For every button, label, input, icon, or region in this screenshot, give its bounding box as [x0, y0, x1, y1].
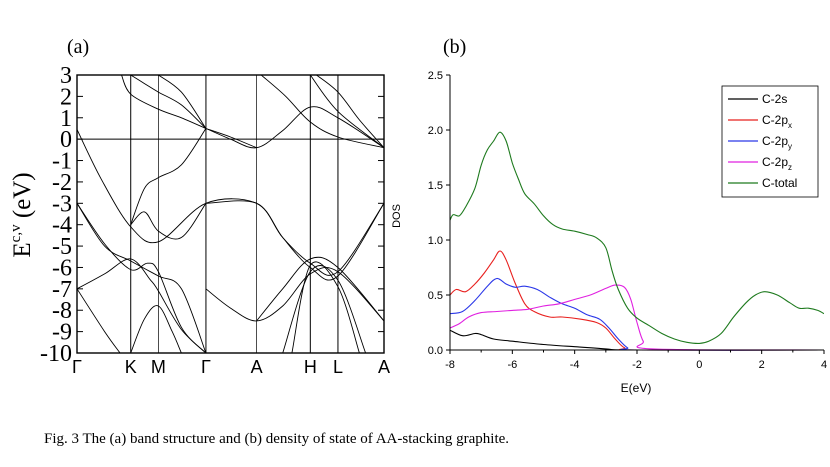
- dos-x-tick-label: 2: [759, 359, 765, 371]
- band-y-axis-label-sup: c,v: [8, 224, 24, 242]
- figure-caption: Fig. 3 The (a) band structure and (b) de…: [44, 431, 510, 447]
- band-y-tick-label: 2: [60, 84, 72, 110]
- band-curve-13: [205, 128, 257, 149]
- band-curve-5: [77, 288, 121, 353]
- legend-label-sub: x: [788, 121, 792, 130]
- dos-y-tick-label: 0.5: [428, 290, 443, 302]
- dos-x-tick-label: -8: [445, 359, 455, 371]
- legend-label-c-total: C-total: [762, 176, 797, 190]
- band-y-tick-label: -4: [52, 213, 72, 239]
- dos-x-tick-label: 0: [696, 359, 702, 371]
- band-curve-7: [130, 128, 207, 225]
- band-curve-19: [309, 75, 384, 149]
- k-point-label: A: [251, 357, 263, 377]
- dos-y-tick-label: 2.0: [428, 125, 443, 137]
- dos-y-tick-label: 1.5: [428, 180, 443, 192]
- dos-curve-c-2pz: [450, 284, 824, 351]
- k-point-label: K: [125, 357, 137, 377]
- band-curve-8: [130, 203, 207, 240]
- legend-label-main: C-2s: [762, 92, 787, 106]
- dos-panel: (b) DOS E(eV) 0.0 0.5 1.0 1.5 2.0 2.5 -8 -6 -4 -2…: [391, 36, 827, 395]
- panel-a-label: (a): [67, 36, 89, 58]
- dos-y-tick-label: 0.0: [428, 345, 443, 357]
- legend-label-main: C-total: [762, 176, 797, 190]
- band-y-tick-label: -1: [52, 149, 72, 175]
- band-y-tick-label: -10: [40, 341, 72, 367]
- band-curve-16: [256, 256, 384, 322]
- k-point-label: Γ: [201, 357, 211, 377]
- band-curve-9: [130, 75, 207, 129]
- legend-label-c-2pz: C-2pz: [762, 155, 792, 172]
- legend-label-sub: y: [788, 142, 792, 151]
- band-curve-11: [158, 75, 207, 129]
- band-plot-frame: [76, 74, 385, 354]
- dos-x-tick-label: 4: [821, 359, 827, 371]
- k-point-label: M: [151, 357, 166, 377]
- dos-curve-c-2px: [450, 250, 824, 351]
- k-point-label: L: [333, 357, 343, 377]
- band-y-tick-label: -3: [52, 191, 72, 217]
- band-y-tick-label: -8: [52, 298, 72, 324]
- band-curve-2: [77, 203, 207, 353]
- legend-label-sub: z: [788, 163, 792, 172]
- band-y-tick-label: -2: [52, 170, 72, 196]
- legend-label-main: C-2p: [762, 113, 788, 127]
- legend-label-c-2s: C-2s: [762, 92, 787, 106]
- band-y-axis-label-suffix: (eV): [9, 172, 36, 224]
- legend-label-c-2px: C-2px: [762, 113, 792, 130]
- band-curve-12: [205, 106, 384, 149]
- band-y-tick-label: -6: [52, 255, 72, 281]
- k-point-label: Γ: [72, 357, 82, 377]
- legend-label-main: C-2p: [762, 134, 788, 148]
- band-y-tick-label: 1: [60, 106, 72, 132]
- dos-axes: 0.0 0.5 1.0 1.5 2.0 2.5 -8 -6 -4 -2 0 2 4: [428, 70, 827, 371]
- band-y-tick-label: -9: [52, 320, 72, 346]
- dos-y-tick-label: 2.5: [428, 70, 443, 82]
- band-curve-21: [316, 75, 384, 148]
- band-y-tick-label: 3: [60, 63, 72, 89]
- band-curve-20: [260, 75, 384, 149]
- dos-curve-c-total: [450, 131, 824, 344]
- band-curve-10: [121, 75, 207, 129]
- dos-curves: [450, 131, 824, 351]
- legend-label-main: C-2p: [762, 155, 788, 169]
- dos-x-axis-label: E(eV): [621, 381, 652, 395]
- band-y-tick-label: 0: [60, 127, 72, 153]
- dos-x-tick-label: -2: [632, 359, 642, 371]
- legend-label-c-2py: C-2py: [762, 134, 792, 151]
- band-structure-panel: (a) Ec,v (eV) 3210-1-2-3-4-5-6-7-8-9-10 …: [8, 36, 390, 377]
- band-y-tick-label: -7: [52, 277, 72, 303]
- dos-x-tick-label: -4: [570, 359, 580, 371]
- dos-y-axis-label: DOS: [391, 204, 403, 228]
- band-y-axis-label-main: E: [9, 242, 36, 257]
- band-curve-15: [205, 267, 384, 322]
- band-curve-17: [282, 265, 367, 353]
- band-curve-14: [205, 200, 384, 276]
- panel-b-label: (b): [443, 36, 466, 58]
- dos-curve-c-2py: [450, 277, 824, 351]
- band-curve-18: [291, 261, 360, 353]
- k-point-label: A: [378, 357, 390, 377]
- band-y-tick-label: -5: [52, 234, 72, 260]
- band-curve-1: [77, 129, 384, 281]
- band-curve-3: [77, 203, 207, 353]
- svg-text:Ec,v (eV): Ec,v (eV): [8, 172, 36, 257]
- band-curve-4: [77, 258, 207, 353]
- band-y-axis-label: Ec,v (eV): [8, 172, 36, 257]
- band-curve-6: [130, 305, 182, 353]
- k-point-label: H: [304, 357, 317, 377]
- dos-y-tick-label: 1.0: [428, 235, 443, 247]
- k-point-lines: [77, 75, 384, 353]
- dos-x-tick-label: -6: [507, 359, 517, 371]
- band-curves: [77, 75, 384, 353]
